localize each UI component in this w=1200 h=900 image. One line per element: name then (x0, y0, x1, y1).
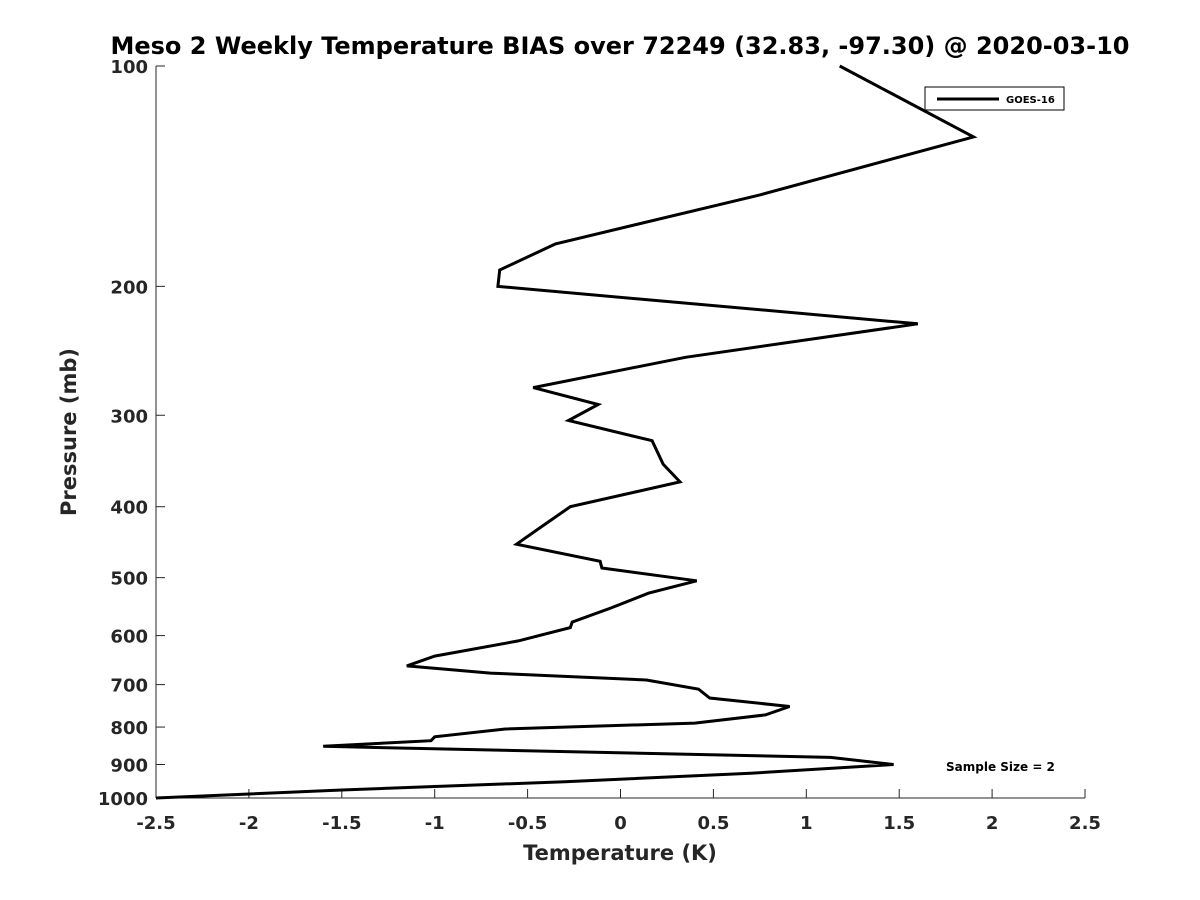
y-tick-label: 200 (110, 277, 148, 298)
x-tick-label: 0.5 (697, 813, 729, 834)
y-tick-label: 400 (110, 498, 148, 519)
x-tick-label: -0.5 (508, 813, 547, 834)
series-line-goes-16 (155, 64, 978, 800)
x-tick-label: 1.5 (883, 813, 915, 834)
y-axis-label: Pressure (mb) (57, 348, 81, 516)
y-tick-label: 600 (110, 627, 148, 648)
legend-label-goes-16: GOES-16 (1006, 95, 1055, 106)
y-ticks: 100 200 300 400 500 600 700 800 900 1000 (98, 57, 165, 810)
y-tick-label: 1000 (98, 789, 148, 810)
x-ticks: -2.5 -2 -1.5 -1 -0.5 0 0.5 1 1.5 2 2.5 (136, 789, 1101, 834)
x-tick-label: -1.5 (322, 813, 361, 834)
x-tick-label: -2.5 (136, 813, 175, 834)
x-tick-label: 1 (800, 813, 813, 834)
x-tick-label: 2.5 (1069, 813, 1101, 834)
x-tick-label: -1 (425, 813, 445, 834)
x-tick-label: 2 (986, 813, 999, 834)
x-axis-label: Temperature (K) (523, 841, 717, 865)
y-tick-label: 900 (110, 756, 148, 777)
chart-title: Meso 2 Weekly Temperature BIAS over 7224… (110, 32, 1129, 60)
y-tick-label: 100 (110, 57, 148, 78)
series-layer (155, 64, 978, 800)
y-tick-label: 800 (110, 718, 148, 739)
x-tick-label: -2 (239, 813, 259, 834)
legend: GOES-16 (924, 86, 1065, 111)
y-tick-label: 500 (110, 569, 148, 590)
x-tick-label: 0 (614, 813, 627, 834)
sample-size-annotation: Sample Size = 2 (946, 760, 1055, 774)
y-tick-label: 300 (110, 406, 148, 427)
y-tick-label: 700 (110, 676, 148, 697)
